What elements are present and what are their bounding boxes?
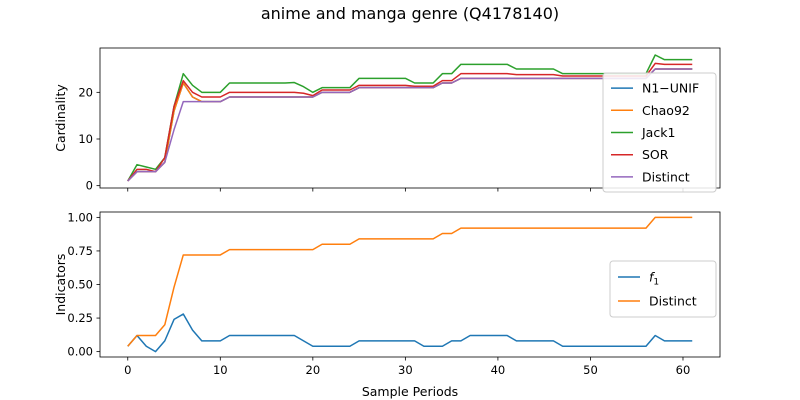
y-tick-label: 0.50 — [67, 278, 93, 292]
y-tick-label: 10 — [78, 132, 93, 146]
x-tick-label: 10 — [213, 363, 228, 377]
y-tick-label: 0.00 — [67, 345, 93, 359]
legend-label-4: Distinct — [642, 169, 690, 184]
legend-label-1: Distinct — [649, 294, 697, 309]
y-tick-label: 0.25 — [67, 311, 93, 325]
x-tick-label: 40 — [491, 363, 506, 377]
legend-box — [602, 72, 717, 193]
bottom-panel: 0 10 20 30 40 50 60 0.00 0.25 0.50 0.75 1.00 Indicat… — [53, 210, 721, 399]
series-line-0-4 — [127, 68, 693, 182]
x-tick-label: 20 — [306, 363, 321, 377]
y-axis-label: Cardinality — [53, 84, 68, 152]
top-panel: 0 10 20 Cardinality N1−UNIF Chao92 Jack1 SOR Dis… — [53, 47, 721, 193]
x-tick-label: 50 — [583, 363, 598, 377]
legend-label-0: N1−UNIF — [642, 81, 699, 96]
y-axis-label: Indicators — [53, 254, 68, 316]
y-tick-label: 20 — [78, 85, 93, 99]
x-axis-label: Sample Periods — [362, 384, 458, 399]
x-tick-label: 0 — [124, 363, 131, 377]
legend: f1 Distinct — [609, 260, 717, 318]
x-tick-label: 30 — [398, 363, 413, 377]
legend-label-2: Jack1 — [641, 125, 675, 140]
series-line-1-1 — [127, 216, 693, 347]
legend: N1−UNIF Chao92 Jack1 SOR Distinct — [602, 72, 717, 193]
y-tick-label: 0.75 — [67, 244, 93, 258]
series-line-0-2 — [127, 54, 693, 182]
legend-box — [609, 260, 717, 318]
figure-title: anime and manga genre (Q4178140) — [261, 4, 559, 23]
x-tick-label: 60 — [676, 363, 691, 377]
series-line-1-0 — [127, 313, 693, 353]
series-line-0-3 — [127, 62, 693, 182]
y-tick-label: 0 — [86, 179, 93, 193]
legend-label-3: SOR — [642, 147, 669, 162]
y-tick-label: 1.00 — [67, 210, 93, 224]
plot-frame — [99, 47, 721, 189]
legend-label-1: Chao92 — [642, 103, 690, 118]
legend-label-0: f1 — [649, 270, 659, 288]
